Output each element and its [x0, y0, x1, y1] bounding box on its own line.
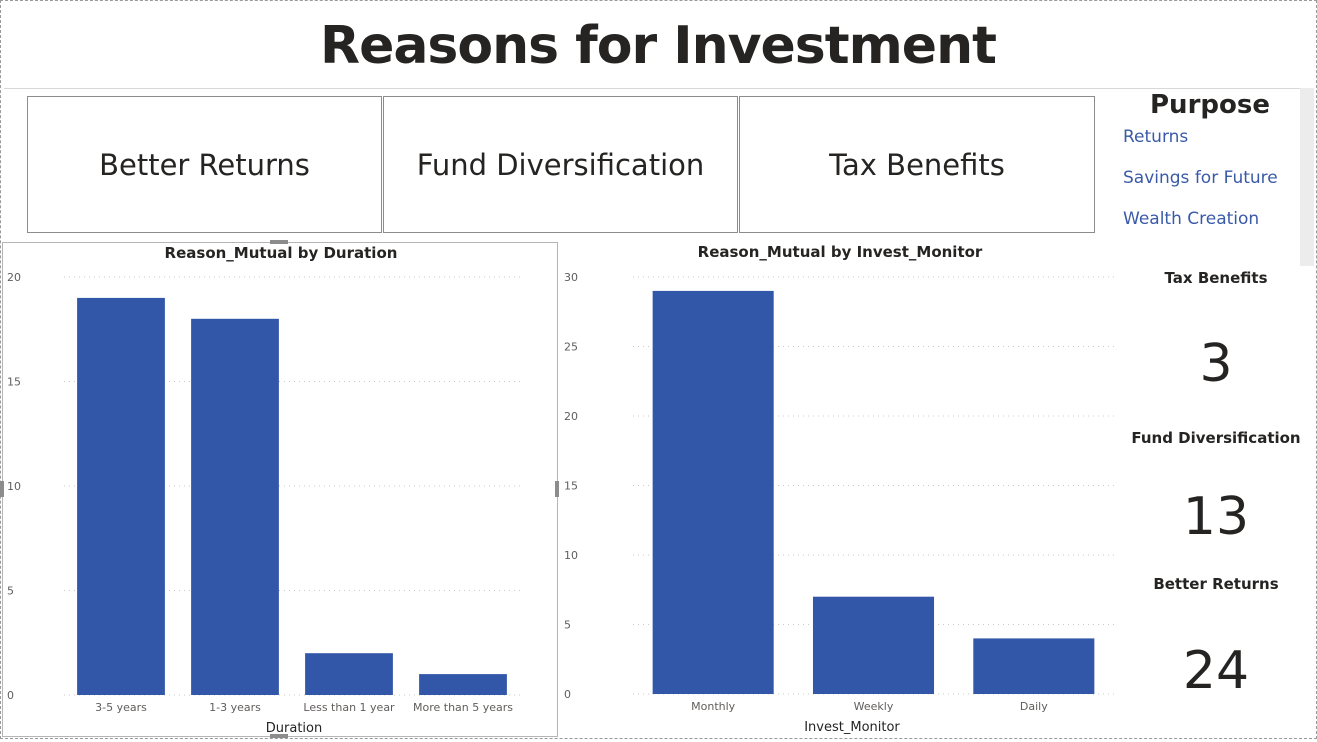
kpi-label-better-returns: Better Returns: [1153, 575, 1279, 593]
duration-bar-chart: Reason_Mutual by Duration 0 5 10 15 20 3-5 yea…: [7, 244, 520, 736]
card-label: Tax Benefits: [829, 147, 1005, 182]
slicer-item-wealth-creation[interactable]: Wealth Creation: [1123, 209, 1260, 229]
card-tax-benefits[interactable]: Tax Benefits: [739, 96, 1095, 233]
kpi-label-fund-diversification: Fund Diversification: [1131, 429, 1301, 447]
y-tick-label: 5: [7, 585, 14, 598]
duration-chart-visual[interactable]: Reason_Mutual by Duration 0 5 10 15 20 3-5 yea…: [2, 242, 558, 737]
y-tick-label: 15: [7, 376, 21, 389]
y-tick-label: 10: [564, 549, 578, 562]
bar: [652, 290, 774, 694]
x-tick-label: Less than 1 year: [303, 701, 395, 714]
slicer-title: Purpose: [1150, 90, 1270, 120]
kpi-value-fund-diversification: 13: [1182, 487, 1250, 547]
x-tick-label: More than 5 years: [413, 701, 513, 714]
slicer-item-returns[interactable]: Returns: [1123, 127, 1189, 147]
bar: [77, 297, 165, 695]
kpi-value-tax-benefits: 3: [1199, 334, 1233, 394]
resize-handle-top[interactable]: [270, 240, 288, 244]
x-tick-label: 3-5 years: [95, 701, 147, 714]
y-tick-label: 10: [7, 480, 21, 493]
y-tick-label: 0: [564, 688, 571, 701]
chart-title: Reason_Mutual by Invest_Monitor: [698, 243, 983, 261]
y-tick-label: 15: [564, 480, 578, 493]
card-label: Fund Diversification: [416, 147, 705, 182]
y-tick-label: 25: [564, 341, 578, 354]
invest-monitor-bar-chart: Reason_Mutual by Invest_Monitor 0 5 10 15 20 2…: [564, 243, 1114, 735]
purpose-slicer: Purpose Returns Savings for Future Wealt…: [1116, 88, 1300, 266]
y-tick-label: 0: [7, 689, 14, 702]
y-tick-label: 20: [564, 410, 578, 423]
resize-handle-left[interactable]: [0, 481, 4, 497]
x-tick-label: 1-3 years: [209, 701, 261, 714]
card-better-returns[interactable]: Better Returns: [27, 96, 382, 233]
x-tick-label: Weekly: [854, 700, 894, 713]
title-bar: Reasons for Investment: [4, 4, 1312, 89]
y-tick-label: 30: [564, 271, 578, 284]
bar: [812, 596, 935, 694]
page-title: Reasons for Investment: [320, 16, 997, 76]
bar: [419, 674, 507, 695]
x-axis-title: Invest_Monitor: [804, 720, 900, 735]
x-tick-label: Daily: [1020, 700, 1048, 713]
y-tick-label: 20: [7, 271, 21, 284]
x-tick-label: Monthly: [691, 700, 736, 713]
card-fund-diversification[interactable]: Fund Diversification: [383, 96, 738, 233]
bar: [973, 638, 1095, 694]
resize-handle-bottom[interactable]: [270, 734, 288, 738]
kpi-value-better-returns: 24: [1182, 641, 1250, 701]
card-label: Better Returns: [99, 147, 310, 182]
slicer-scrollbar[interactable]: [1300, 88, 1314, 266]
y-tick-label: 5: [564, 619, 571, 632]
invest-monitor-chart-visual[interactable]: Reason_Mutual by Invest_Monitor 0 5 10 15 20 2…: [558, 242, 1118, 737]
chart-title: Reason_Mutual by Duration: [165, 244, 398, 262]
slicer-item-savings-for-future[interactable]: Savings for Future: [1123, 168, 1278, 188]
kpi-label-tax-benefits: Tax Benefits: [1164, 269, 1268, 287]
bar: [305, 653, 393, 695]
x-axis-title: Duration: [266, 721, 322, 736]
bar: [191, 318, 279, 695]
resize-handle-right[interactable]: [555, 481, 559, 497]
